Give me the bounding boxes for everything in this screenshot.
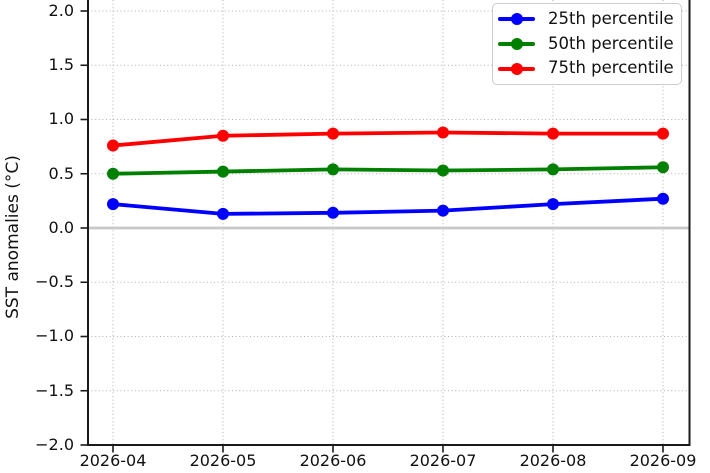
series-line-25th-percentile xyxy=(111,196,665,216)
data-point-marker-25th-percentile xyxy=(437,204,449,217)
data-point-marker-75th-percentile xyxy=(437,126,449,139)
x-tick-label: 2026-05 xyxy=(189,451,257,470)
x-tick-label: 2026-04 xyxy=(79,451,147,470)
series-line-50th-percentile xyxy=(111,165,665,176)
legend-line-sample-icon xyxy=(498,13,535,26)
data-point-marker-50th-percentile xyxy=(437,164,449,177)
data-point-marker-25th-percentile xyxy=(657,192,669,205)
legend-entry-label: 50th percentile xyxy=(548,33,674,53)
legend-entry-75th-percentile: 75th percentile xyxy=(498,57,679,81)
y-tick-label: 0.5 xyxy=(48,164,74,183)
legend-entry-50th-percentile: 50th percentile xyxy=(498,32,679,56)
legend: 25th percentile 50th percentile 75th per… xyxy=(492,3,682,85)
data-point-marker-50th-percentile xyxy=(657,161,669,174)
y-tick-label: 2.0 xyxy=(48,1,74,20)
data-point-marker-25th-percentile xyxy=(547,198,559,211)
data-point-marker-25th-percentile xyxy=(217,207,229,220)
legend-entry-25th-percentile: 25th percentile xyxy=(498,7,679,31)
legend-entry-label: 25th percentile xyxy=(548,9,674,29)
data-point-marker-75th-percentile xyxy=(547,127,559,140)
data-point-marker-75th-percentile xyxy=(657,127,669,140)
series-line-75th-percentile xyxy=(111,130,665,148)
data-point-marker-50th-percentile xyxy=(217,165,229,178)
x-tick-label: 2026-06 xyxy=(299,451,367,470)
data-point-marker-50th-percentile xyxy=(327,163,339,176)
data-point-marker-75th-percentile xyxy=(327,127,339,140)
y-tick-label: −2.0 xyxy=(35,435,74,454)
y-tick-label: 1.5 xyxy=(48,55,74,74)
x-tick-label: 2026-09 xyxy=(629,451,697,470)
y-tick-label: −1.5 xyxy=(35,381,74,400)
legend-line-sample-icon xyxy=(498,37,535,50)
y-tick-label: −1.0 xyxy=(35,326,74,345)
legend-entry-label: 75th percentile xyxy=(548,58,674,78)
x-tick-label: 2026-08 xyxy=(519,451,587,470)
data-point-marker-25th-percentile xyxy=(327,206,339,219)
y-tick-label: 1.0 xyxy=(48,109,74,128)
data-point-marker-50th-percentile xyxy=(547,163,559,176)
data-point-marker-75th-percentile xyxy=(107,139,119,152)
y-tick-label: 0.0 xyxy=(48,218,74,237)
data-point-marker-25th-percentile xyxy=(107,198,119,211)
y-tick-label: −0.5 xyxy=(35,272,74,291)
data-point-marker-50th-percentile xyxy=(107,167,119,180)
data-point-marker-75th-percentile xyxy=(217,129,229,142)
y-axis-title: SST anomalies (°C) xyxy=(3,155,23,319)
legend-line-sample-icon xyxy=(498,62,535,75)
x-tick-label: 2026-07 xyxy=(409,451,477,470)
